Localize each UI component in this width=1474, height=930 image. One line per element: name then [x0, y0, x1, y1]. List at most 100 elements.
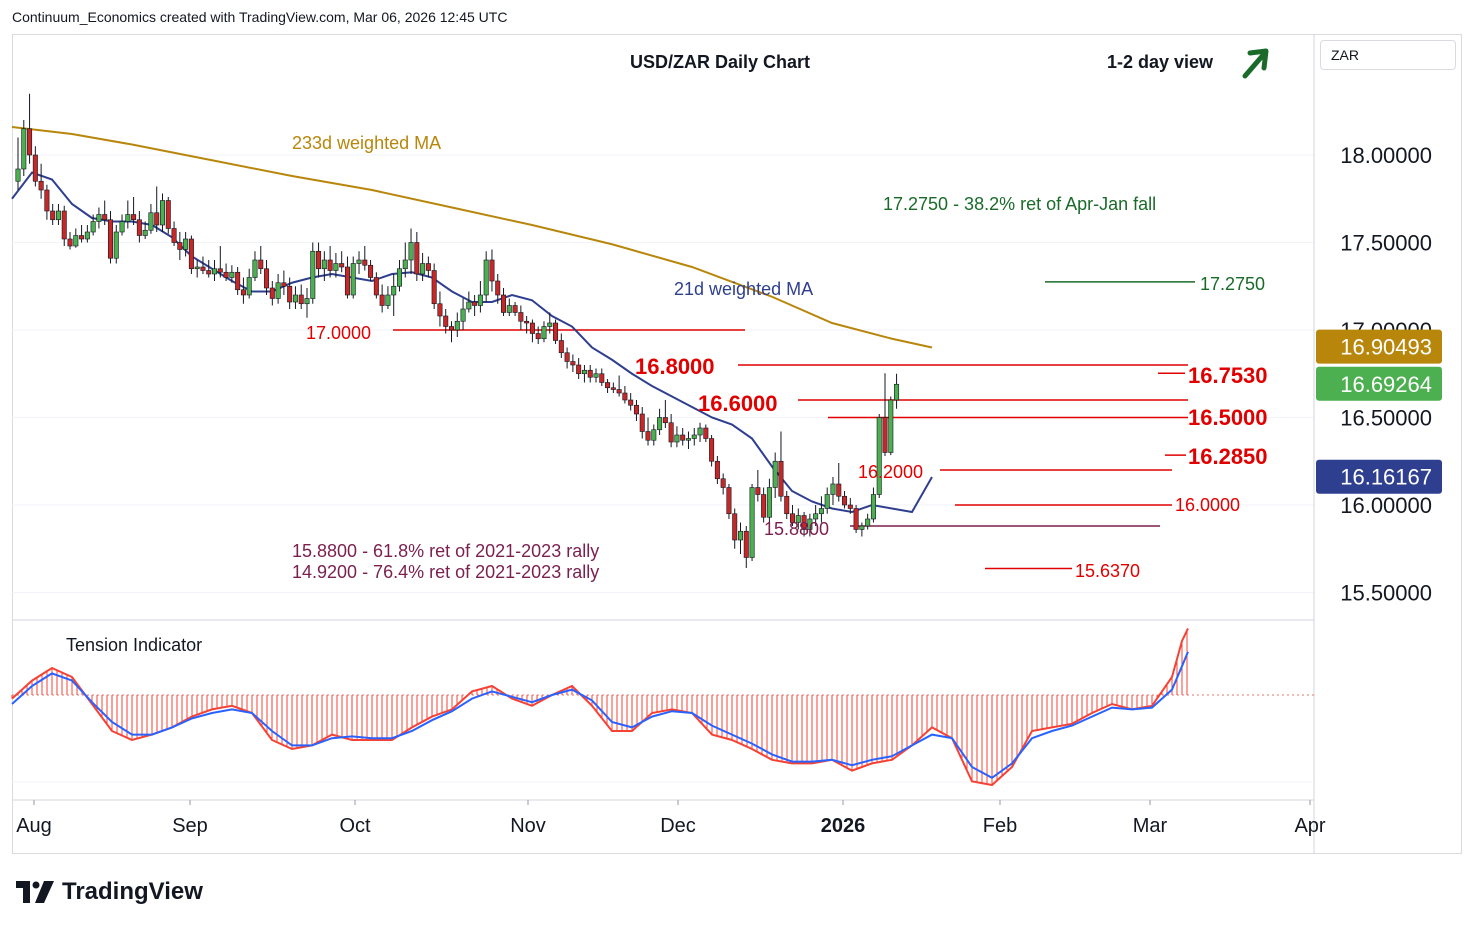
- candle-body: [339, 263, 345, 268]
- candle-2025-11-26: [501, 288, 507, 316]
- candle-2026-02-04: [772, 452, 778, 498]
- candle-body: [674, 434, 680, 443]
- candle-2025-10-27: [373, 272, 379, 299]
- candle-2026-02-09: [790, 505, 796, 526]
- candle-2025-10-22: [356, 251, 362, 274]
- candle-body: [477, 294, 483, 306]
- candle-body: [287, 285, 293, 303]
- candle-2025-10-08: [298, 284, 304, 309]
- candle-2025-12-11: [564, 347, 570, 369]
- candle-2026-01-19: [703, 424, 709, 442]
- candle-2025-11-28: [512, 302, 518, 316]
- candle-body: [240, 289, 246, 296]
- time-tick-label: Feb: [983, 815, 1017, 837]
- candle-2025-11-21: [483, 251, 489, 302]
- candle-2026-02-27: [870, 487, 876, 523]
- candle-2025-11-06: [420, 253, 426, 281]
- candle-2025-12-24: [616, 375, 622, 397]
- candle-2025-09-24: [240, 277, 246, 304]
- currency-selector[interactable]: ZAR: [1320, 40, 1456, 70]
- candle-2025-08-29: [136, 211, 142, 243]
- level-label-15-8800: 15.8800: [764, 519, 829, 539]
- candle-2025-08-08: [50, 204, 56, 225]
- candle-2025-11-20: [477, 281, 483, 313]
- moving-averages: [11, 126, 933, 514]
- candle-2026-02-16: [818, 496, 824, 523]
- candle-body: [379, 294, 385, 306]
- tradingview-wordmark: TradingView: [62, 878, 203, 905]
- candle-2026-01-26: [732, 508, 738, 549]
- level-label-17-2750: 17.2750: [1200, 274, 1265, 294]
- price-badge-label: 16.16167: [1340, 465, 1432, 490]
- price-badge-label: 16.90493: [1340, 335, 1432, 360]
- candle-body: [391, 285, 397, 296]
- candle-2025-10-24: [368, 260, 374, 281]
- candle-2025-12-29: [622, 386, 628, 404]
- candle-body: [448, 326, 454, 331]
- candle-2025-12-17: [587, 365, 593, 383]
- candle-2025-09-09: [177, 232, 183, 260]
- candle-2025-10-01: [269, 281, 275, 306]
- candle-2025-10-06: [287, 277, 293, 309]
- candle-2025-10-07: [292, 286, 298, 309]
- candle-2025-10-09: [304, 288, 310, 318]
- candle-body: [529, 322, 535, 334]
- candle-body: [472, 301, 478, 306]
- candle-body: [125, 214, 131, 222]
- time-tick-label: Oct: [339, 815, 371, 837]
- candle-body: [593, 373, 599, 378]
- time-tick-label: Nov: [510, 815, 546, 837]
- candle-2026-01-20: [709, 435, 715, 467]
- candle-body: [610, 387, 616, 390]
- price-badge-label: 16.69264: [1340, 372, 1432, 397]
- candle-body: [183, 238, 189, 250]
- tension-blue-line: [11, 651, 1189, 779]
- candle-2025-11-24: [489, 249, 495, 292]
- candle-2026-01-22: [720, 473, 726, 495]
- candle-2025-12-02: [524, 316, 530, 334]
- time-tick-label: Sep: [172, 815, 208, 837]
- candle-2026-02-26: [865, 513, 871, 530]
- candle-2025-11-19: [472, 295, 478, 316]
- candle-body: [460, 308, 466, 322]
- candle-body: [501, 294, 507, 313]
- candle-2025-12-23: [610, 382, 616, 393]
- candle-2025-09-23: [235, 267, 241, 295]
- candle-2026-01-12: [674, 426, 680, 448]
- candle-2026-01-23: [726, 484, 732, 519]
- candle-body: [454, 320, 460, 331]
- candle-body: [882, 417, 888, 453]
- price-badge-box: [1316, 366, 1442, 401]
- candle-body: [327, 259, 333, 271]
- candle-2025-08-07: [44, 184, 50, 220]
- candle-2025-12-31: [633, 400, 639, 421]
- candle-body: [865, 518, 871, 527]
- candle-2025-12-09: [553, 319, 559, 344]
- candle-body: [778, 460, 784, 497]
- level-label-16-2000: 16.2000: [858, 462, 923, 482]
- candle-body: [90, 221, 96, 233]
- candle-2026-02-23: [847, 498, 853, 514]
- tension-red-line: [11, 627, 1189, 787]
- candle-2025-08-20: [96, 207, 102, 229]
- candle-2025-09-11: [188, 235, 194, 274]
- level-label-17-0000: 17.0000: [306, 323, 371, 343]
- candle-2025-11-05: [414, 232, 420, 281]
- candle-2025-07-31: [15, 137, 21, 190]
- candle-2025-08-28: [131, 197, 137, 225]
- price-badge-16-90493: 16.90493: [1316, 329, 1442, 364]
- candle-body: [298, 294, 304, 305]
- tradingview-logo[interactable]: TradingView: [16, 878, 203, 906]
- candle-body: [847, 504, 853, 509]
- chart-frame: [12, 34, 1462, 854]
- candle-2025-08-14: [73, 228, 79, 248]
- candle-body: [784, 495, 790, 515]
- candle-2026-02-17: [824, 487, 830, 514]
- candle-body: [212, 268, 218, 275]
- candlesticks: [15, 93, 900, 568]
- candle-body: [258, 259, 264, 270]
- candle-body: [633, 404, 639, 415]
- candle-body: [310, 250, 316, 299]
- candle-body: [703, 427, 709, 439]
